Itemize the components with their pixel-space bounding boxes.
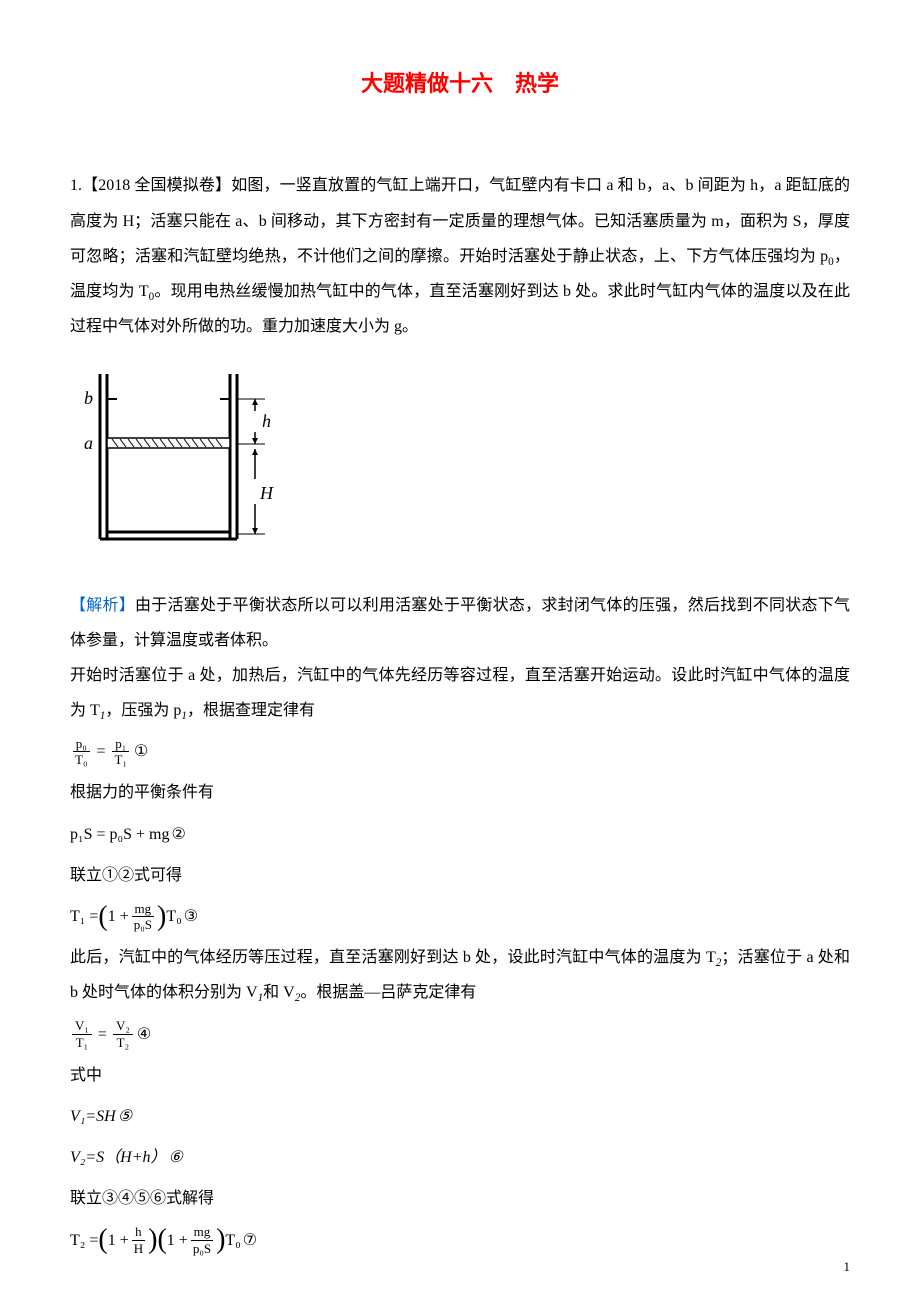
label-b: b (84, 388, 93, 408)
cylinder-diagram: b a h H (70, 364, 850, 567)
label-H: H (259, 483, 274, 503)
formula-2: p₁S = p₀S + mg② (70, 817, 850, 852)
problem-source: 【2018 全国模拟卷】 (82, 177, 231, 194)
step6-text: 联立③④⑤⑥式解得 (70, 1181, 850, 1216)
problem-number: 1. (70, 177, 82, 194)
label-h: h (262, 411, 271, 431)
document-title: 大题精做十六 热学 (70, 60, 850, 108)
step1-text: 开始时活塞位于 a 处，加热后，汽缸中的气体先经历等容过程，直至活塞开始运动。设… (70, 658, 850, 728)
step2-text: 根据力的平衡条件有 (70, 775, 850, 810)
analysis-label: 【解析】 (70, 597, 135, 614)
formula-1: p₀T₀ = p₁T₁ ① (70, 734, 850, 769)
analysis-text: 由于活塞处于平衡状态所以可以利用活塞处于平衡状态，求封闭气体的压强，然后找到不同… (70, 597, 850, 649)
step4-text: 此后，汽缸中的气体经历等压过程，直至活塞刚好到达 b 处，设此时汽缸中气体的温度… (70, 940, 850, 1010)
page-number: 1 (844, 1253, 851, 1282)
analysis-paragraph: 【解析】由于活塞处于平衡状态所以可以利用活塞处于平衡状态，求封闭气体的压强，然后… (70, 588, 850, 658)
formula-3: T₁ = ( 1 + mgp₀S ) T₀③ (70, 899, 850, 934)
formula-7: T₂ = ( 1 + hH )( 1 + mgp₀S ) T₀⑦ (70, 1223, 850, 1258)
step3-text: 联立①②式可得 (70, 858, 850, 893)
formula-4: V₁T₁ = V₂T₂ ④ (70, 1017, 850, 1052)
problem-text-3: 。现用电热丝缓慢加热气缸中的气体，直至活塞刚好到达 b 处。求此时气缸内气体的温… (70, 283, 850, 335)
formula-6: V₂=S（H+h）⑥ (70, 1140, 850, 1175)
formula-5: V₁=SH⑤ (70, 1099, 850, 1134)
label-a: a (84, 433, 93, 453)
step5-text: 式中 (70, 1058, 850, 1093)
problem-statement: 1.【2018 全国模拟卷】如图，一竖直放置的气缸上端开口，气缸壁内有卡口 a … (70, 168, 850, 344)
